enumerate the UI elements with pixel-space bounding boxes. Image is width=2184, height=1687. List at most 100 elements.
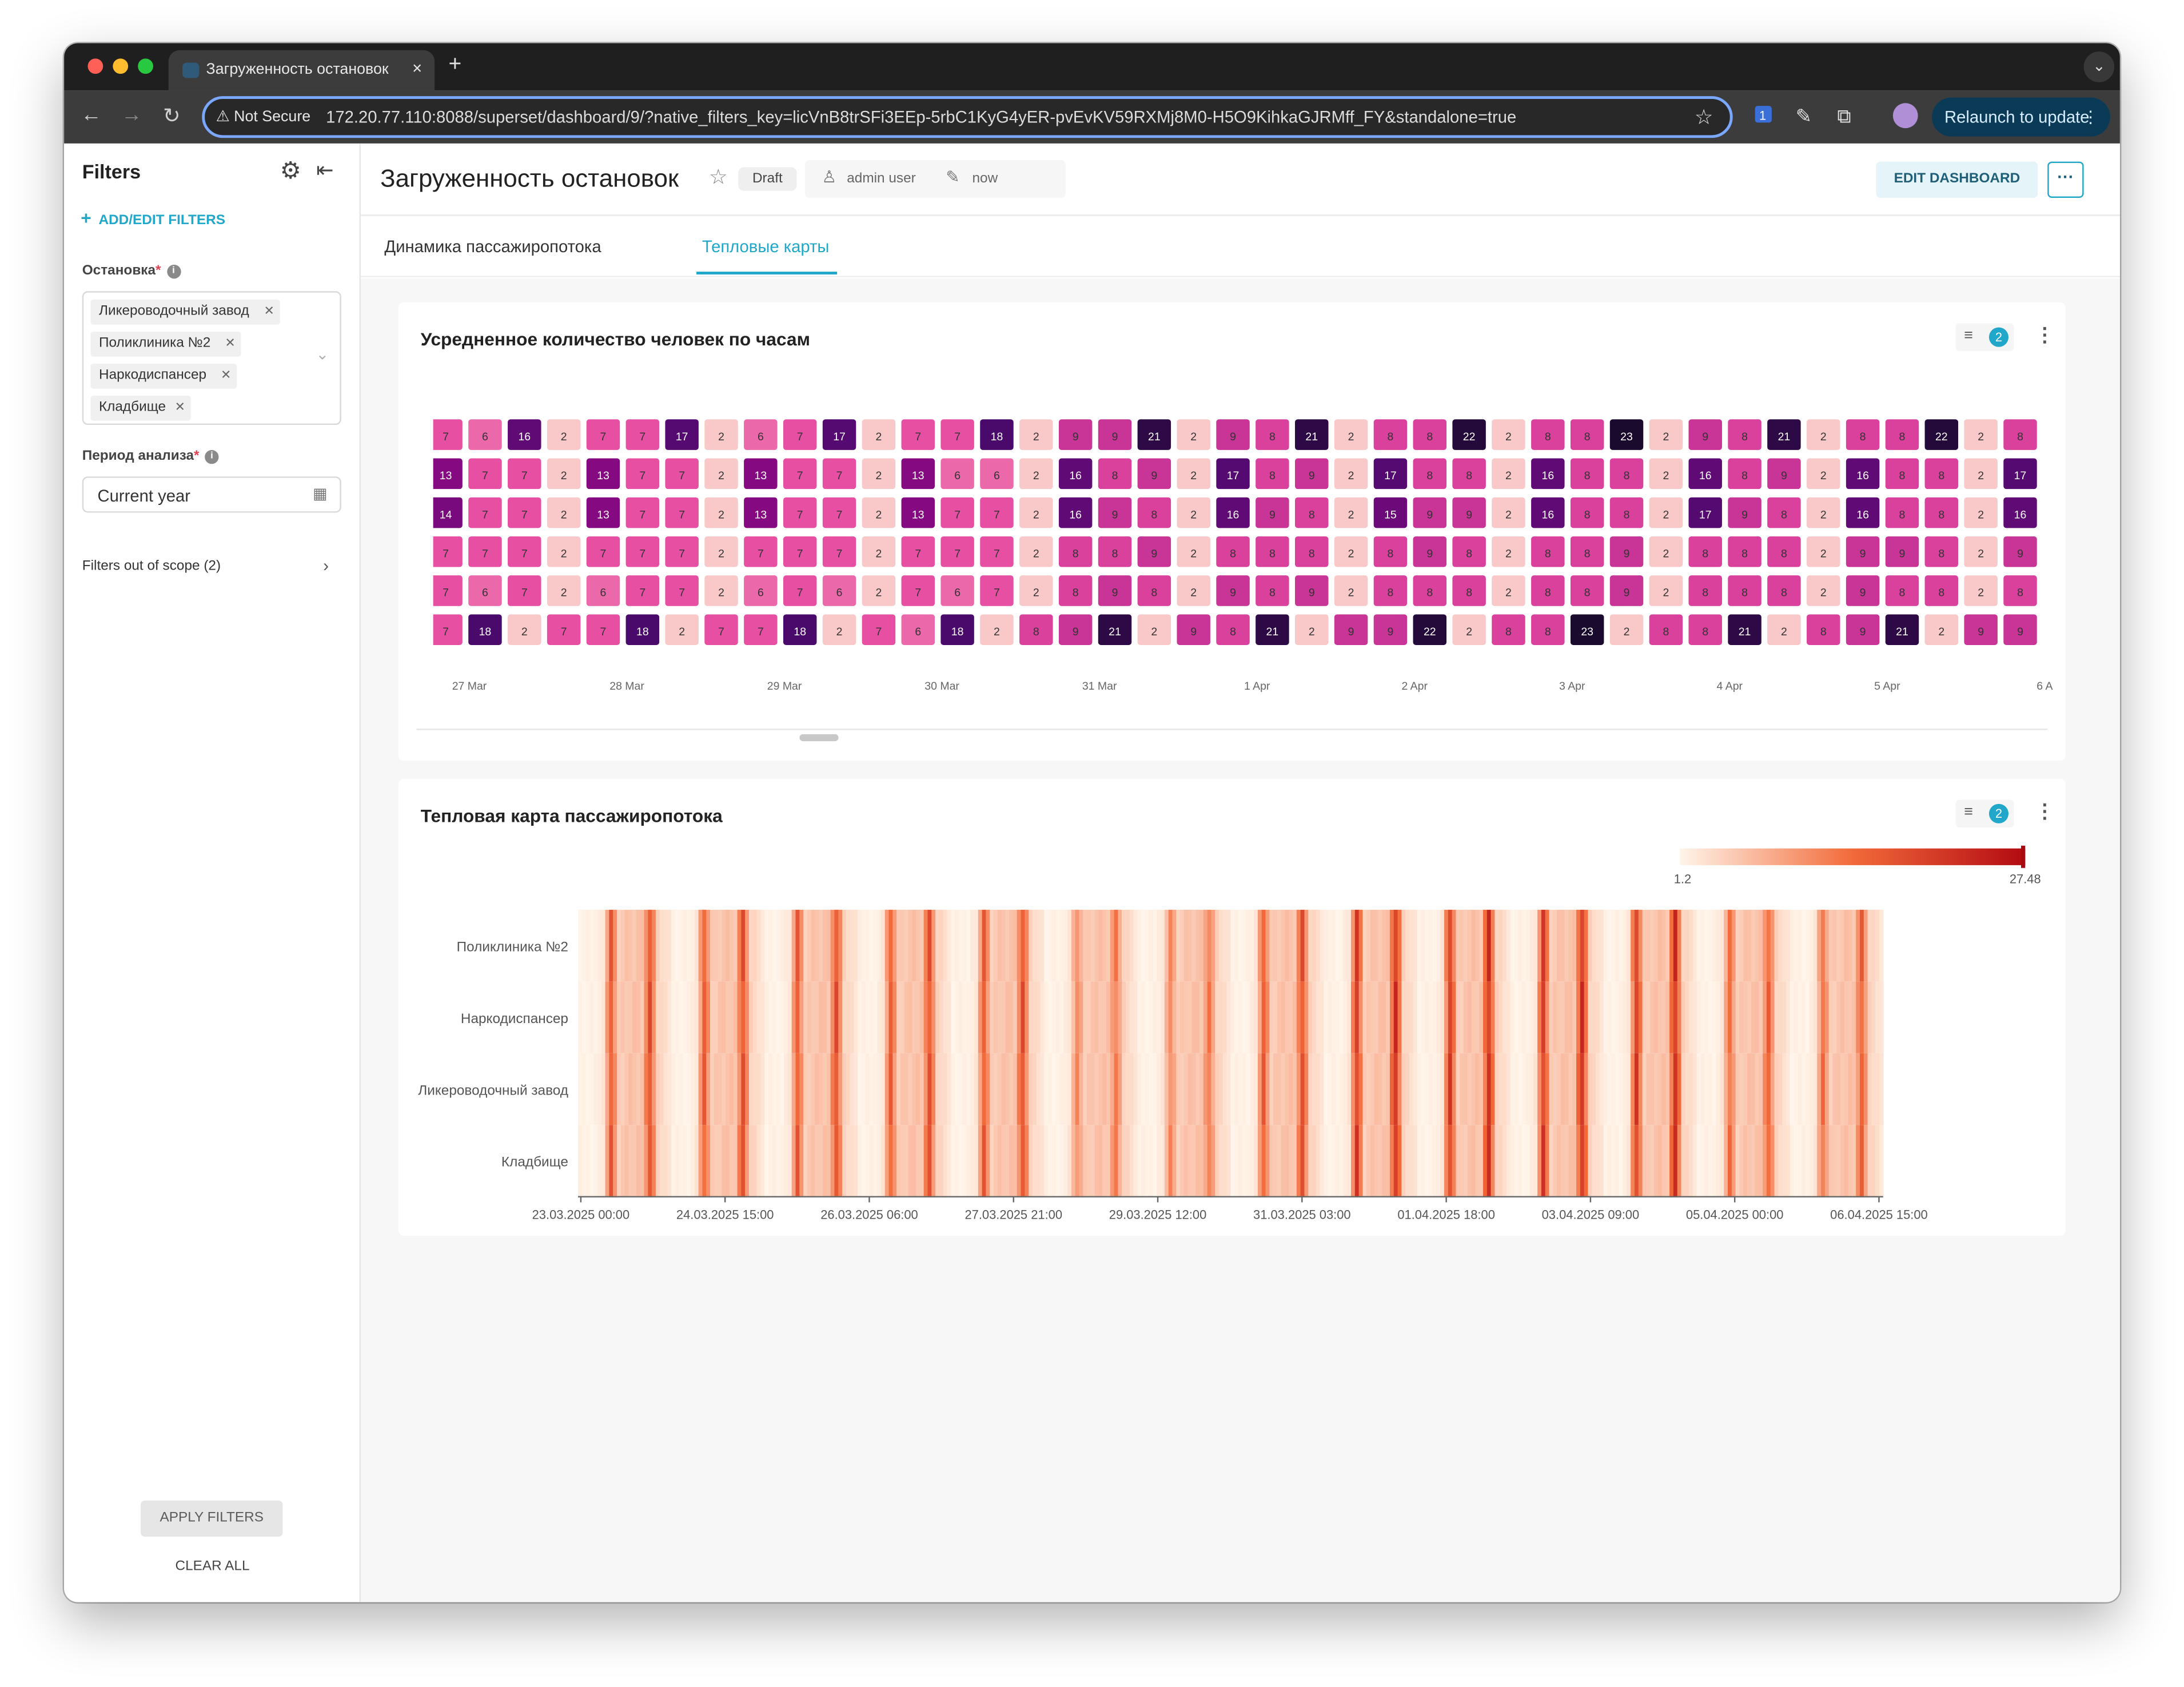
heatmap-cell [935,1053,940,1125]
cell-value-label: 9 [1899,547,1906,560]
heatmap-cell [1786,1053,1791,1125]
heatmap-cell [1265,909,1270,982]
cell-value-label: 7 [797,431,803,443]
heatmap-cell [1483,1053,1488,1125]
apply-filters-button[interactable]: APPLY FILTERS [141,1500,283,1537]
eyedropper-icon[interactable]: ✎ [1795,104,1812,127]
heatmap-cell [1110,1125,1115,1197]
new-tab-button[interactable]: + [448,53,462,77]
heatmap-cell [1879,1125,1884,1197]
minimize-window-button[interactable] [113,58,129,74]
remove-chip-icon[interactable]: ✕ [225,336,236,350]
cell-value-label: 7 [482,470,488,482]
heatmap-cell [1393,981,1398,1053]
bookmark-star-icon[interactable]: ☆ [1694,106,1713,130]
period-select[interactable]: Current year ▦ [82,476,341,513]
heatmap-cell [1256,497,1289,528]
more-actions-button[interactable]: ··· [2047,161,2084,198]
heatmap-cell [1570,536,1604,567]
tab-heatmaps[interactable]: Тепловые карты [702,237,830,257]
heatmap-cell [819,1053,823,1125]
chevron-right-icon[interactable]: › [323,556,329,576]
heatmap-cell [1576,909,1581,982]
zoom-window-button[interactable] [138,58,153,74]
heatmap-cell [648,981,652,1053]
add-edit-filters-button[interactable]: + ADD/EDIT FILTERS [81,208,225,229]
address-bar[interactable]: ⚠ Not Secure 172.20.77.110:8088/superset… [202,96,1733,138]
heatmap-cell [1848,981,1853,1053]
cell-value-label: 23 [1581,626,1593,638]
back-icon[interactable]: ← [81,103,102,127]
heatmap-cell [671,981,676,1053]
heatmap-cell [578,981,583,1053]
gear-icon[interactable]: ⚙ [280,157,301,184]
relaunch-button[interactable]: Relaunch to update ⋮ [1932,97,2110,137]
url-text[interactable]: 172.20.77.110:8088/superset/dashboard/9/… [326,107,1517,127]
heatmap-cell [1230,1053,1235,1125]
chart-menu-icon[interactable]: ⋮ [2035,799,2055,822]
heatmap-cell [1382,1053,1386,1125]
not-secure-indicator[interactable]: ⚠ Not Secure [216,109,311,126]
status-badge[interactable]: Draft [738,167,797,191]
chrome-menu-icon[interactable]: ⋮ [2082,107,2099,127]
heatmap-cell [1374,1125,1379,1197]
profile-avatar[interactable] [1892,103,1918,129]
remove-chip-icon[interactable]: ✕ [221,368,232,382]
heatmap-cell [927,1053,932,1125]
heatmap-cell [1494,981,1499,1053]
heatmap-cell [1685,1053,1689,1125]
heatmap-cell [737,909,742,982]
extension-icon[interactable]: 1 [1752,105,1778,130]
heatmap-cell [1751,981,1756,1053]
tab-close-icon[interactable]: × [412,58,423,78]
remove-chip-icon[interactable]: ✕ [174,400,186,414]
tab-search-icon[interactable]: ⌄ [2083,51,2115,82]
heatmap-cell [1824,981,1830,1053]
cell-value-label: 8 [1033,626,1039,638]
heatmap-cell [997,909,1002,982]
heatmap-cell [704,458,738,490]
scrollbar-thumb[interactable] [799,734,839,742]
page-title[interactable]: Загруженность остановок [380,164,679,193]
remove-chip-icon[interactable]: ✕ [264,304,274,318]
info-icon[interactable]: i [205,449,219,464]
chevron-down-icon[interactable]: ⌄ [316,347,329,364]
heatmap-cell [1063,981,1068,1053]
heatmap-cell [652,1053,656,1125]
cell-value-label: 8 [1741,431,1748,443]
clear-all-button[interactable]: CLEAR ALL [175,1559,250,1574]
heatmap-cell [1289,1125,1293,1197]
collapse-sidebar-icon[interactable]: ⇤ [316,158,334,183]
heatmap-cell [1308,1125,1313,1197]
reload-icon[interactable]: ↻ [163,104,181,129]
legend-handle[interactable] [2020,845,2026,868]
heatmap-cell [1782,909,1787,982]
heatmap-cell [1867,1053,1872,1125]
info-icon[interactable]: i [166,264,181,279]
browser-tab[interactable]: Загруженность остановок × [168,50,435,91]
heatmap-cell [1871,1125,1876,1197]
heatmap-cell [1432,1053,1437,1125]
heatmap-cell [597,909,602,982]
heatmap-cell [1316,1053,1321,1125]
stop-select[interactable]: Ликероводочный завод ✕ Поликлиника №2 ✕ На… [82,291,341,425]
heatmap-cell [993,1125,998,1197]
edit-dashboard-button[interactable]: EDIT DASHBOARD [1876,161,2038,198]
heatmap-cell [1533,981,1538,1053]
close-window-button[interactable] [87,58,103,74]
filters-out-of-scope[interactable]: Filters out of scope (2) [82,558,221,574]
favorite-star-icon[interactable]: ☆ [709,165,728,190]
forward-icon[interactable]: → [121,103,142,127]
chart-filter-indicator[interactable]: ≡ 2 [1955,323,2014,351]
cell-value-label: 2 [1033,547,1039,560]
tab-dynamics[interactable]: Динамика пассажиропотока [384,237,601,257]
heatmap-cell [675,981,680,1053]
puzzle-extensions-icon[interactable]: ⧉ [1837,104,1851,127]
heatmap-cell [744,497,778,528]
heatmap-cell [1669,1125,1674,1197]
chart-menu-icon[interactable]: ⋮ [2035,323,2055,346]
heatmap-cell [904,1053,909,1125]
heatmap-cell [1137,981,1142,1053]
heatmap-cell [1860,909,1864,982]
chart-filter-indicator[interactable]: ≡ 2 [1955,799,2014,828]
